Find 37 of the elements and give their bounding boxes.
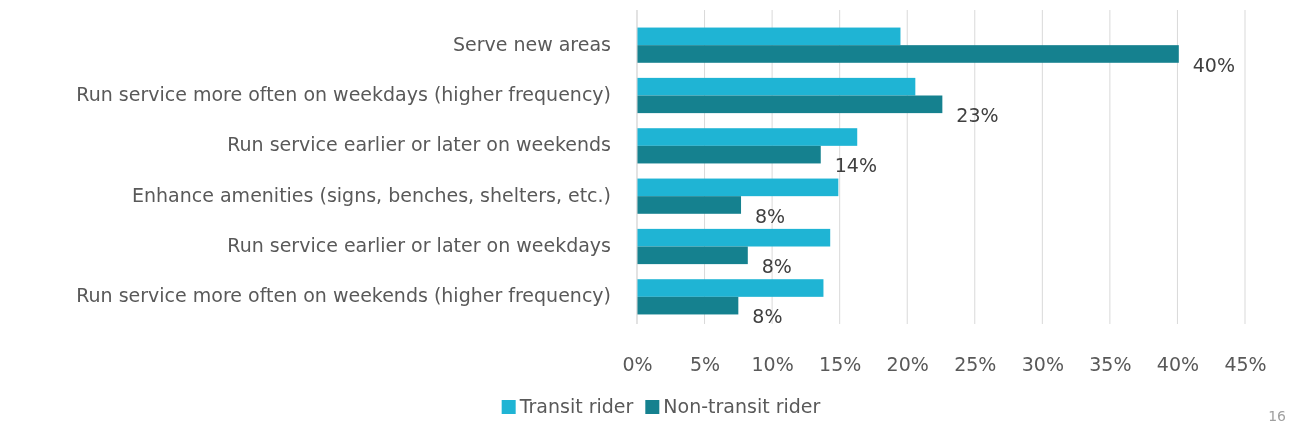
x-tick-label: 10%	[751, 353, 794, 376]
x-tick-label: 25%	[954, 353, 997, 376]
data-label: 8%	[761, 255, 792, 278]
x-tick-label: 30%	[1021, 353, 1064, 376]
data-label: 8%	[752, 305, 783, 328]
bar	[637, 196, 742, 214]
legend-label: Transit rider	[518, 395, 634, 417]
y-tick-label: Serve new areas	[452, 32, 611, 55]
bar	[637, 27, 901, 46]
x-tick-label: 0%	[622, 353, 653, 376]
bar	[637, 296, 739, 315]
data-label: 14%	[834, 154, 877, 177]
x-tick-label: 40%	[1156, 353, 1200, 376]
y-tick-label: Run service earlier or later on weekdays	[227, 234, 611, 256]
bar	[637, 246, 748, 265]
x-tick-label: 45%	[1224, 353, 1267, 376]
data-label: 40%	[1192, 53, 1236, 76]
y-tick-label: Run service more often on weekends (higher frequency)	[76, 284, 611, 307]
x-tick-label: 15%	[819, 353, 862, 376]
y-tick-label: Run service more often on weekdays (higher frequency)	[76, 83, 611, 105]
y-tick-label: Enhance amenities (signs, benches, shelters, etc.)	[132, 183, 611, 206]
bar	[637, 145, 821, 164]
x-tick-label: 20%	[886, 353, 929, 376]
x-tick-label: 35%	[1089, 353, 1132, 376]
bar	[637, 45, 1179, 63]
bar	[637, 95, 943, 114]
y-tick-label: Run service earlier or later on weekends	[227, 133, 611, 156]
legend-label: Non-transit rider	[663, 395, 821, 417]
data-label: 23%	[956, 104, 999, 127]
bar	[637, 228, 831, 247]
bar	[637, 77, 916, 96]
bar	[637, 279, 824, 297]
data-label: 8%	[755, 204, 786, 227]
text: 16	[1268, 408, 1287, 424]
x-tick-label: 5%	[689, 353, 721, 376]
bar	[637, 128, 858, 146]
bar	[637, 178, 839, 197]
